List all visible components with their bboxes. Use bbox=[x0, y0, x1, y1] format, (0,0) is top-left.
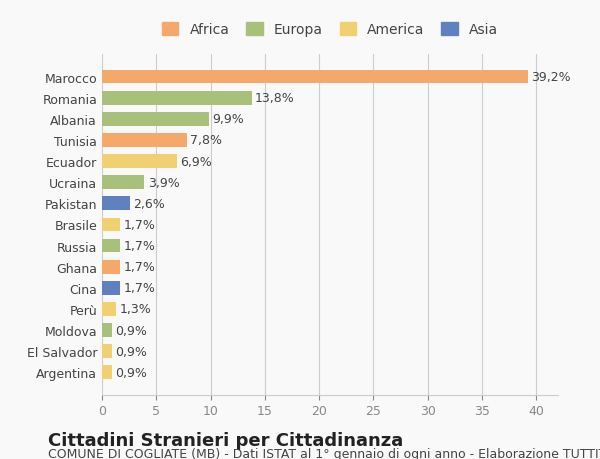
Bar bbox=[102, 92, 252, 105]
Bar bbox=[102, 112, 209, 126]
Bar bbox=[102, 260, 121, 274]
Bar bbox=[102, 197, 130, 211]
Text: 0,9%: 0,9% bbox=[115, 366, 147, 379]
Bar bbox=[102, 218, 121, 232]
Bar bbox=[102, 155, 177, 168]
Bar bbox=[102, 345, 112, 358]
Text: Cittadini Stranieri per Cittadinanza: Cittadini Stranieri per Cittadinanza bbox=[48, 431, 403, 449]
Text: 0,9%: 0,9% bbox=[115, 345, 147, 358]
Text: 6,9%: 6,9% bbox=[180, 155, 212, 168]
Text: 39,2%: 39,2% bbox=[531, 71, 571, 84]
Bar bbox=[102, 71, 527, 84]
Text: 1,3%: 1,3% bbox=[119, 303, 151, 316]
Text: COMUNE DI COGLIATE (MB) - Dati ISTAT al 1° gennaio di ogni anno - Elaborazione T: COMUNE DI COGLIATE (MB) - Dati ISTAT al … bbox=[48, 448, 600, 459]
Text: 3,9%: 3,9% bbox=[148, 176, 179, 189]
Bar bbox=[102, 366, 112, 379]
Text: 9,9%: 9,9% bbox=[213, 113, 244, 126]
Bar bbox=[102, 281, 121, 295]
Bar bbox=[102, 134, 187, 147]
Bar bbox=[102, 324, 112, 337]
Legend: Africa, Europa, America, Asia: Africa, Europa, America, Asia bbox=[156, 18, 504, 43]
Text: 1,7%: 1,7% bbox=[124, 282, 155, 295]
Text: 2,6%: 2,6% bbox=[133, 197, 165, 210]
Bar bbox=[102, 176, 145, 190]
Text: 1,7%: 1,7% bbox=[124, 218, 155, 231]
Text: 1,7%: 1,7% bbox=[124, 261, 155, 274]
Text: 0,9%: 0,9% bbox=[115, 324, 147, 337]
Bar bbox=[102, 239, 121, 253]
Text: 7,8%: 7,8% bbox=[190, 134, 222, 147]
Text: 13,8%: 13,8% bbox=[255, 92, 295, 105]
Text: 1,7%: 1,7% bbox=[124, 240, 155, 252]
Bar bbox=[102, 302, 116, 316]
